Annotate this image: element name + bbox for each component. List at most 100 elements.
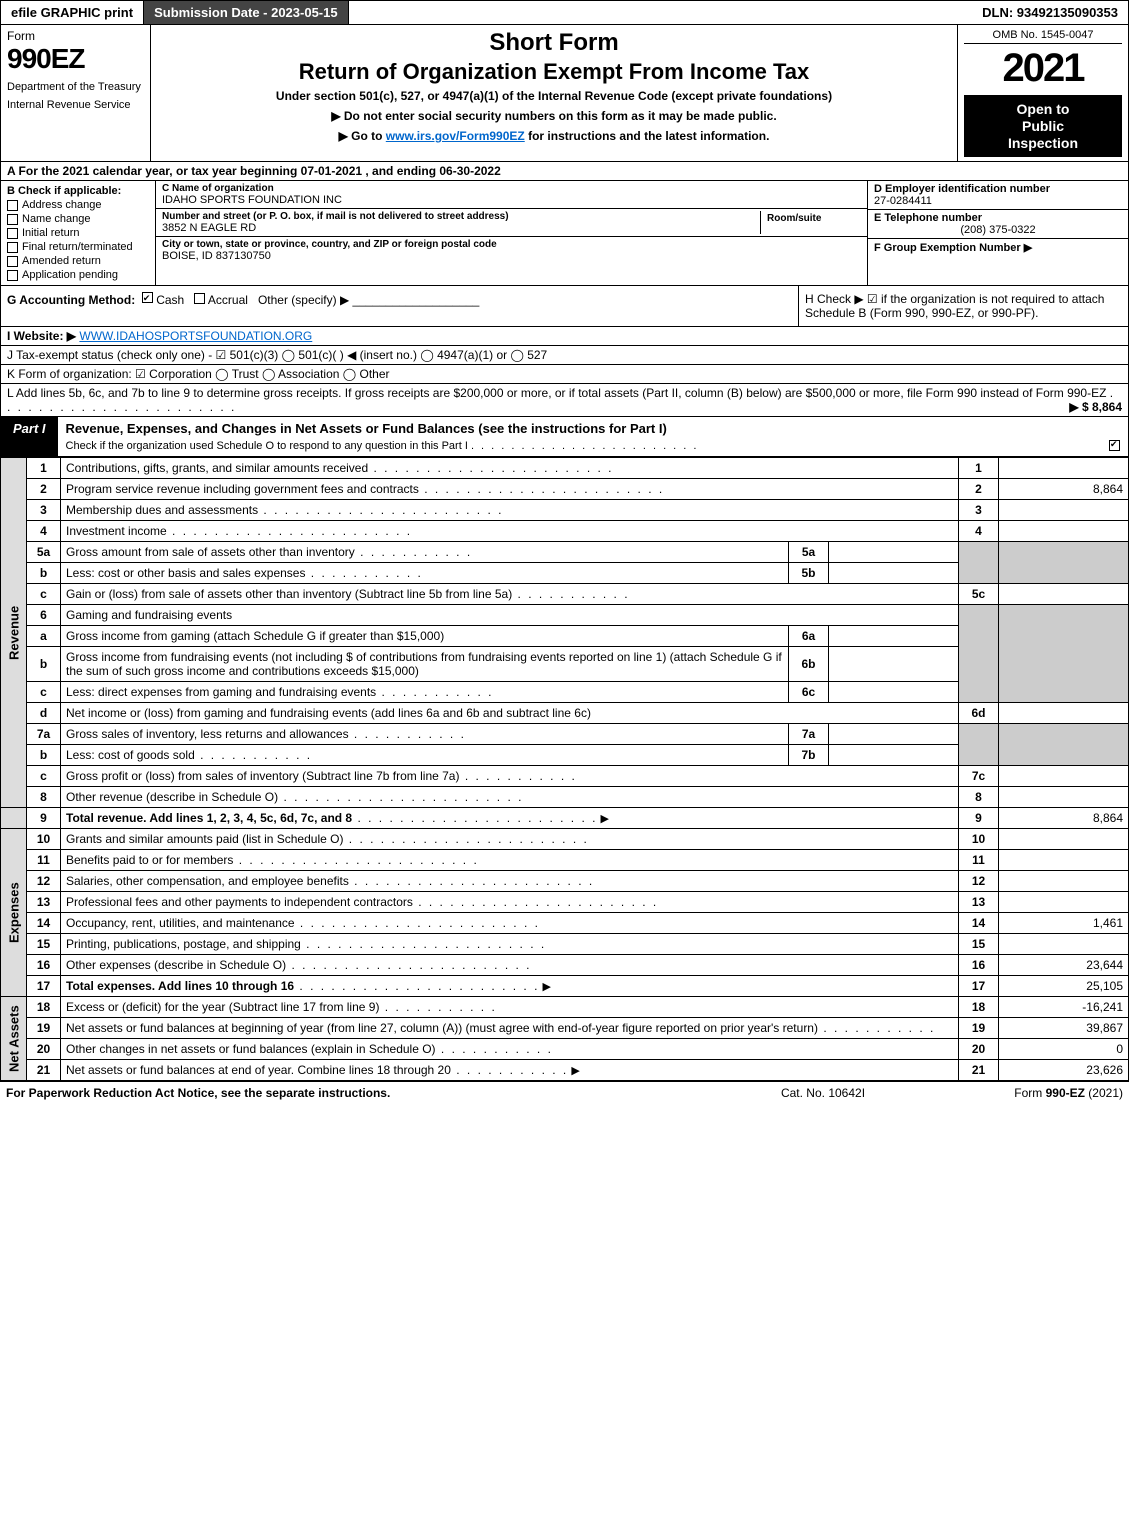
efile-print-button[interactable]: efile GRAPHIC print [1, 1, 144, 24]
part1-tab: Part I [1, 417, 58, 456]
l8-val [999, 787, 1129, 808]
l13-dots [413, 895, 658, 909]
l5b-num: b [27, 563, 61, 584]
row-h: H Check ▶ ☑ if the organization is not r… [798, 286, 1128, 326]
chk-initial-return[interactable] [7, 228, 18, 239]
l21-rnum: 21 [959, 1060, 999, 1081]
l13-rnum: 13 [959, 892, 999, 913]
line-18: Net Assets 18 Excess or (deficit) for th… [1, 997, 1129, 1018]
l5a-desc: Gross amount from sale of assets other t… [66, 545, 355, 559]
chk-cash[interactable] [142, 292, 153, 303]
lbl-org-name: C Name of organization [162, 183, 861, 194]
lbl-final-return: Final return/terminated [22, 241, 133, 253]
l5c-val [999, 584, 1129, 605]
lbl-address-change: Address change [22, 199, 102, 211]
l18-dots [379, 1000, 496, 1014]
chk-application-pending[interactable] [7, 270, 18, 281]
submission-date-button[interactable]: Submission Date - 2023-05-15 [144, 1, 349, 24]
i-label: I Website: ▶ [7, 329, 76, 343]
part1-sub-text: Check if the organization used Schedule … [66, 440, 468, 452]
l21-num: 21 [27, 1060, 61, 1081]
l2-num: 2 [27, 479, 61, 500]
l10-num: 10 [27, 829, 61, 850]
l11-desc: Benefits paid to or for members [66, 853, 233, 867]
org-city: BOISE, ID 837130750 [162, 250, 861, 262]
chk-name-change[interactable] [7, 214, 18, 225]
l17-num: 17 [27, 976, 61, 997]
l5c-desc: Gain or (loss) from sale of assets other… [66, 587, 512, 601]
l7b-subval [829, 745, 959, 766]
l14-desc: Occupancy, rent, utilities, and maintena… [66, 916, 295, 930]
l21-arrow [568, 1063, 580, 1077]
l9-desc: Total revenue. Add lines 1, 2, 3, 4, 5c,… [66, 811, 352, 825]
l13-num: 13 [27, 892, 61, 913]
l10-desc: Grants and similar amounts paid (list in… [66, 832, 343, 846]
l2-val: 8,864 [999, 479, 1129, 500]
footer-paperwork: For Paperwork Reduction Act Notice, see … [6, 1086, 723, 1100]
l7b-desc: Less: cost of goods sold [66, 748, 195, 762]
l14-val: 1,461 [999, 913, 1129, 934]
website-link[interactable]: WWW.IDAHOSPORTSFOUNDATION.ORG [79, 329, 312, 343]
l7c-num: c [27, 766, 61, 787]
l15-rnum: 15 [959, 934, 999, 955]
tax-year: 2021 [964, 46, 1122, 91]
l5b-desc: Less: cost or other basis and sales expe… [66, 566, 305, 580]
chk-address-change[interactable] [7, 200, 18, 211]
header-center: Short Form Return of Organization Exempt… [151, 25, 958, 161]
chk-amended-return[interactable] [7, 256, 18, 267]
l4-num: 4 [27, 521, 61, 542]
l13-val [999, 892, 1129, 913]
l4-rnum: 4 [959, 521, 999, 542]
instr-ssn: ▶ Do not enter social security numbers o… [157, 109, 951, 123]
chk-schedule-o[interactable] [1109, 440, 1120, 451]
chk-final-return[interactable] [7, 242, 18, 253]
l8-num: 8 [27, 787, 61, 808]
l7b-sublbl: 7b [789, 745, 829, 766]
l6c-dots [376, 685, 493, 699]
instr2-pre: ▶ Go to [339, 129, 386, 143]
l6c-subval [829, 682, 959, 703]
form-number: 990EZ [7, 43, 144, 75]
lbl-room: Room/suite [767, 213, 855, 224]
part1-title: Revenue, Expenses, and Changes in Net As… [58, 417, 1128, 440]
l6c-sublbl: 6c [789, 682, 829, 703]
lbl-phone: E Telephone number [874, 212, 1122, 224]
l14-num: 14 [27, 913, 61, 934]
l1-val [999, 458, 1129, 479]
l7a-subval [829, 724, 959, 745]
l6a-num: a [27, 626, 61, 647]
l2-dots [419, 482, 664, 496]
line-3: 3 Membership dues and assessments 3 [1, 500, 1129, 521]
l5a-num: 5a [27, 542, 61, 563]
col-c-org-info: C Name of organization IDAHO SPORTS FOUN… [156, 181, 868, 285]
line-6: 6 Gaming and fundraising events [1, 605, 1129, 626]
col-b-checkboxes: B Check if applicable: Address change Na… [1, 181, 156, 285]
lbl-group-exemption: F Group Exemption Number ▶ [874, 242, 1032, 254]
phone-value: (208) 375-0322 [874, 224, 1122, 236]
chk-accrual[interactable] [194, 293, 205, 304]
l2-desc: Program service revenue including govern… [66, 482, 419, 496]
l5c-dots [512, 587, 629, 601]
l5a-dots [355, 545, 472, 559]
vside-netassets: Net Assets [1, 997, 27, 1081]
org-street: 3852 N EAGLE RD [162, 222, 760, 234]
l5b-subval [829, 563, 959, 584]
l5a-sublbl: 5a [789, 542, 829, 563]
info-row: B Check if applicable: Address change Na… [0, 181, 1129, 286]
lbl-ein: D Employer identification number [874, 183, 1122, 195]
l11-dots [233, 853, 478, 867]
line-10: Expenses 10 Grants and similar amounts p… [1, 829, 1129, 850]
vside-revenue-cont [1, 808, 27, 829]
l19-num: 19 [27, 1018, 61, 1039]
irs-link[interactable]: www.irs.gov/Form990EZ [386, 129, 525, 143]
vside-revenue: Revenue [1, 458, 27, 808]
lbl-street: Number and street (or P. O. box, if mail… [162, 211, 760, 222]
omb-number: OMB No. 1545-0047 [964, 29, 1122, 44]
l5b-dots [305, 566, 422, 580]
line-21: 21 Net assets or fund balances at end of… [1, 1060, 1129, 1081]
footer-formref: Form 990-EZ (2021) [923, 1086, 1123, 1100]
l9-num: 9 [27, 808, 61, 829]
l9-rnum: 9 [959, 808, 999, 829]
title-subtitle: Under section 501(c), 527, or 4947(a)(1)… [157, 89, 951, 103]
footer-catno: Cat. No. 10642I [723, 1086, 923, 1100]
